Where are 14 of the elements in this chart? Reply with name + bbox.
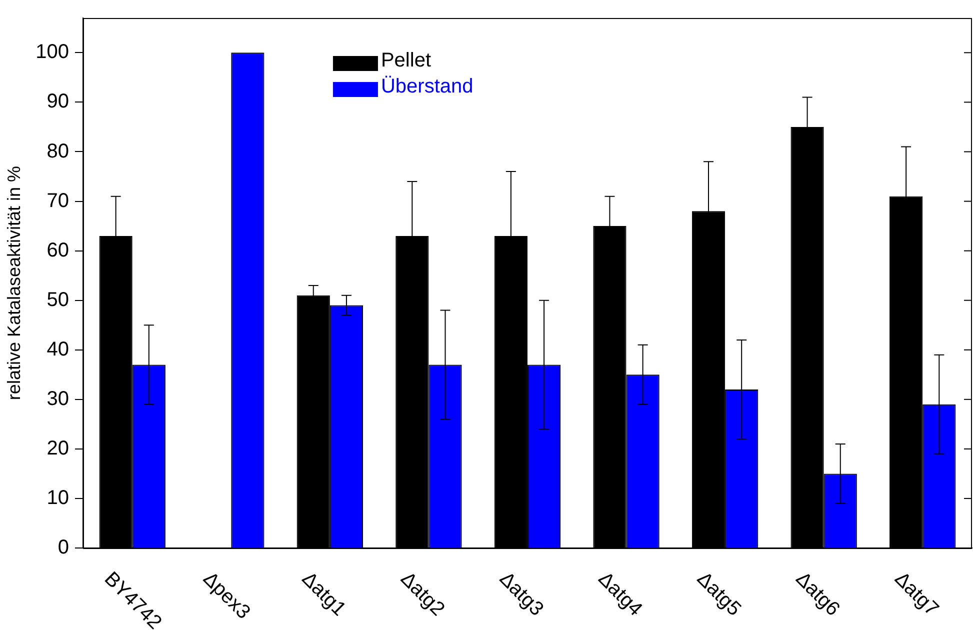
y-tick-label: 10: [46, 486, 69, 509]
y-tick-label: 30: [46, 388, 69, 410]
y-tick-label: 70: [46, 190, 69, 212]
y-tick-label: 90: [46, 90, 69, 113]
legend-label: Überstand: [380, 76, 474, 98]
legend-label: Pellet: [380, 50, 432, 72]
y-tick-label: 50: [46, 288, 69, 311]
y-tick-label: 0: [58, 536, 69, 559]
y-axis-title: relative Katalaseaktivität in %: [4, 166, 24, 400]
y-tick-label: 20: [46, 437, 69, 460]
y-tick-label: 40: [46, 338, 69, 360]
y-tick-label: 60: [46, 239, 69, 262]
y-tick-label: 100: [36, 41, 69, 64]
y-tick-label: 80: [46, 140, 69, 162]
